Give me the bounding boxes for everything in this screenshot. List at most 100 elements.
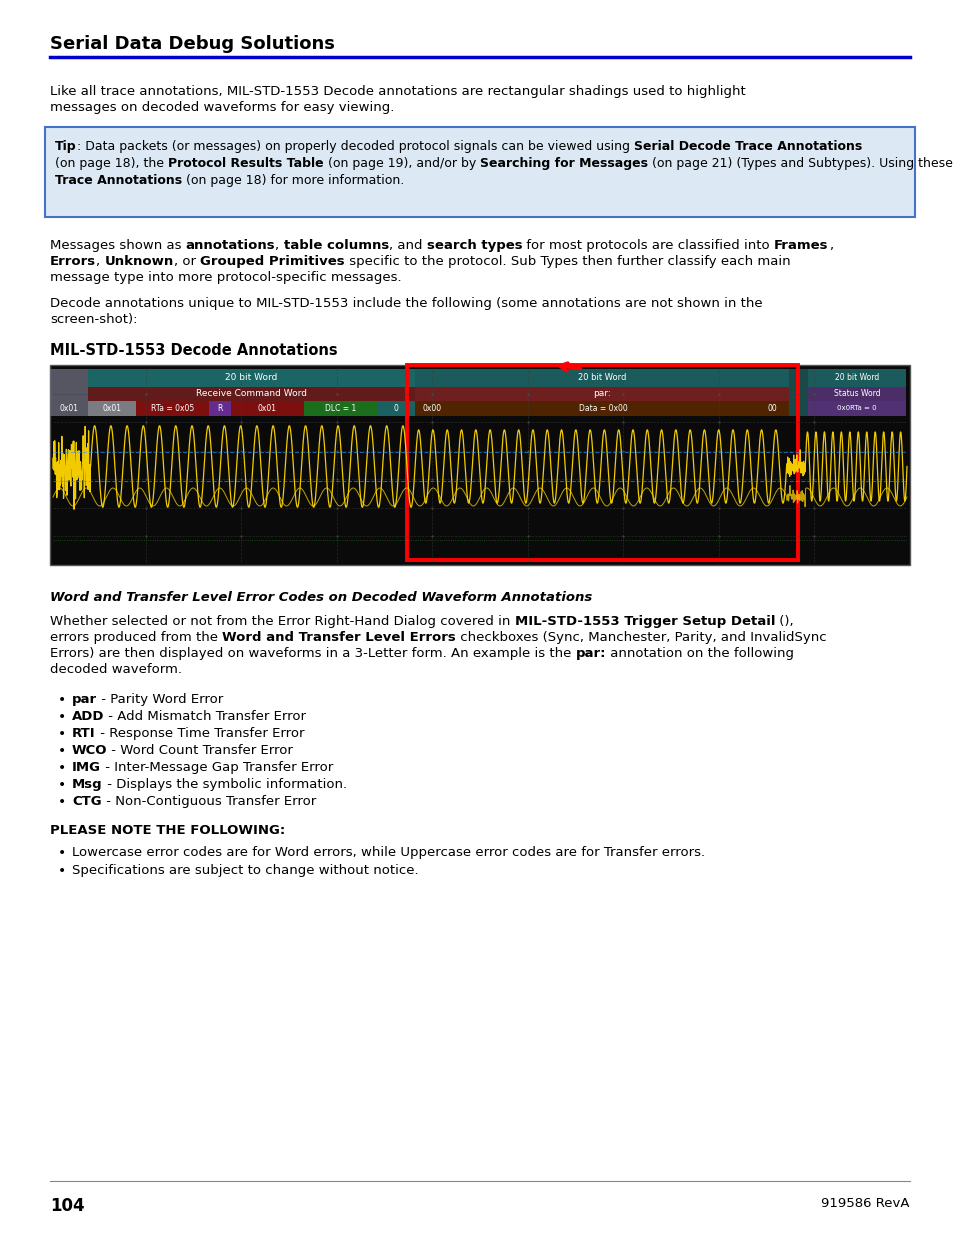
Text: (on page 19), and/or by: (on page 19), and/or by	[323, 157, 479, 170]
Bar	[88, 369, 415, 387]
Text: , or: , or	[173, 254, 200, 268]
Text: Unknown: Unknown	[105, 254, 173, 268]
Text: R: R	[217, 404, 222, 412]
Bar	[303, 401, 376, 416]
Text: DLC = 1: DLC = 1	[324, 404, 355, 412]
Text: Grouped Primitives: Grouped Primitives	[200, 254, 344, 268]
Text: decoded waveform.: decoded waveform.	[50, 663, 182, 676]
Text: PLEASE NOTE THE FOLLOWING:: PLEASE NOTE THE FOLLOWING:	[50, 824, 285, 837]
Bar	[415, 369, 788, 387]
Text: •: •	[58, 778, 66, 792]
Text: Serial Decode Trace Annotations: Serial Decode Trace Annotations	[633, 140, 861, 153]
Text: Like all trace annotations, MIL-STD-1553 Decode annotations are rectangular shad: Like all trace annotations, MIL-STD-1553…	[50, 85, 745, 98]
Bar	[50, 366, 909, 564]
Text: ,: ,	[96, 254, 105, 268]
Text: CTG: CTG	[71, 795, 102, 808]
Text: annotation on the following: annotation on the following	[605, 647, 793, 659]
Text: (on page 21) (Types and Subtypes). Using these tools together provides fast insi: (on page 21) (Types and Subtypes). Using…	[647, 157, 953, 170]
Text: MIL-STD-1553 Trigger Setup Detail: MIL-STD-1553 Trigger Setup Detail	[514, 615, 774, 629]
Text: - Non-Contiguous Transfer Error: - Non-Contiguous Transfer Error	[102, 795, 315, 808]
Text: checkboxes (Sync, Manchester, Parity, and InvalidSync: checkboxes (Sync, Manchester, Parity, an…	[456, 631, 825, 643]
Text: - Inter-Message Gap Transfer Error: - Inter-Message Gap Transfer Error	[101, 761, 333, 774]
Text: Tip: Tip	[55, 140, 76, 153]
Text: ,: ,	[275, 240, 283, 252]
Bar	[88, 401, 136, 416]
Text: Messages shown as: Messages shown as	[50, 240, 186, 252]
Text: ,: ,	[828, 240, 832, 252]
Text: •: •	[58, 761, 66, 776]
Text: : Data packets (or messages) on properly decoded protocol signals can be viewed : : Data packets (or messages) on properly…	[76, 140, 633, 153]
Text: IMG: IMG	[71, 761, 101, 774]
Text: - Displays the symbolic information.: - Displays the symbolic information.	[103, 778, 346, 790]
Text: (on page 18) for more information.: (on page 18) for more information.	[182, 174, 404, 186]
Text: - Response Time Transfer Error: - Response Time Transfer Error	[95, 727, 304, 740]
Bar	[788, 369, 807, 416]
Text: message type into more protocol-specific messages.: message type into more protocol-specific…	[50, 270, 401, 284]
FancyBboxPatch shape	[45, 127, 914, 217]
Text: table columns: table columns	[283, 240, 389, 252]
Text: screen-shot):: screen-shot):	[50, 312, 137, 326]
Bar	[407, 366, 798, 559]
Text: Word and Transfer Level Error Codes on Decoded Waveform Annotations: Word and Transfer Level Error Codes on D…	[50, 592, 592, 604]
Text: 0x0RTa = 0: 0x0RTa = 0	[836, 405, 876, 411]
Text: •: •	[58, 693, 66, 706]
Text: Word and Transfer Level Errors: Word and Transfer Level Errors	[222, 631, 456, 643]
Bar	[50, 369, 88, 416]
Text: 00: 00	[767, 404, 777, 412]
Text: annotations: annotations	[186, 240, 275, 252]
Text: par: par	[71, 693, 97, 706]
Text: 0: 0	[393, 404, 397, 412]
Text: •: •	[58, 727, 66, 741]
Text: RTI: RTI	[71, 727, 95, 740]
Text: Specifications are subject to change without notice.: Specifications are subject to change wit…	[71, 864, 418, 877]
Bar	[415, 401, 788, 416]
Text: - Add Mismatch Transfer Error: - Add Mismatch Transfer Error	[105, 710, 306, 722]
Text: Data = 0x00: Data = 0x00	[578, 404, 627, 412]
Text: - Word Count Transfer Error: - Word Count Transfer Error	[108, 743, 294, 757]
Text: Frames: Frames	[774, 240, 828, 252]
Text: for most protocols are classified into: for most protocols are classified into	[522, 240, 774, 252]
Text: 104: 104	[50, 1197, 85, 1215]
Text: par:: par:	[592, 389, 610, 399]
Text: MIL-STD-1553 Decode Annotations: MIL-STD-1553 Decode Annotations	[50, 343, 337, 358]
Text: •: •	[58, 743, 66, 758]
Text: 0x01: 0x01	[257, 404, 276, 412]
Text: Decode annotations unique to MIL-STD-1553 include the following (some annotation: Decode annotations unique to MIL-STD-155…	[50, 296, 761, 310]
Text: 20 bit Word: 20 bit Word	[577, 373, 625, 383]
Text: •: •	[58, 846, 66, 860]
Text: 0x01: 0x01	[59, 404, 78, 412]
Text: 0x00: 0x00	[422, 404, 441, 412]
Text: Receive Command Word: Receive Command Word	[195, 389, 307, 399]
Bar	[807, 401, 905, 416]
Text: Protocol Results Table: Protocol Results Table	[168, 157, 323, 170]
Text: •: •	[58, 795, 66, 809]
Text: •: •	[58, 710, 66, 724]
Text: Searching for Messages: Searching for Messages	[479, 157, 647, 170]
Text: Trace Annotations: Trace Annotations	[55, 174, 182, 186]
Text: WCO: WCO	[71, 743, 108, 757]
Text: search types: search types	[426, 240, 522, 252]
Text: (),: (),	[774, 615, 793, 629]
Text: ADD: ADD	[71, 710, 105, 722]
Text: Errors: Errors	[50, 254, 96, 268]
Bar	[88, 387, 415, 401]
Bar	[231, 401, 303, 416]
Text: par:: par:	[575, 647, 605, 659]
Text: specific to the protocol. Sub Types then further classify each main: specific to the protocol. Sub Types then…	[344, 254, 789, 268]
Text: 20 bit Word: 20 bit Word	[225, 373, 277, 383]
Bar	[807, 369, 905, 387]
Text: - Parity Word Error: - Parity Word Error	[97, 693, 223, 706]
Text: Errors) are then displayed on waveforms in a 3-Letter form. An example is the: Errors) are then displayed on waveforms …	[50, 647, 575, 659]
Text: Serial Data Debug Solutions: Serial Data Debug Solutions	[50, 35, 335, 53]
Text: Msg: Msg	[71, 778, 103, 790]
Bar	[209, 401, 231, 416]
Bar	[136, 401, 209, 416]
Bar	[807, 387, 905, 401]
Text: (on page 18), the: (on page 18), the	[55, 157, 168, 170]
Bar	[376, 401, 415, 416]
Text: Whether selected or not from the Error Right-Hand Dialog covered in: Whether selected or not from the Error R…	[50, 615, 514, 629]
Text: , and: , and	[389, 240, 426, 252]
Text: Lowercase error codes are for Word errors, while Uppercase error codes are for T: Lowercase error codes are for Word error…	[71, 846, 704, 860]
Text: messages on decoded waveforms for easy viewing.: messages on decoded waveforms for easy v…	[50, 101, 394, 114]
Text: 0x01: 0x01	[102, 404, 121, 412]
